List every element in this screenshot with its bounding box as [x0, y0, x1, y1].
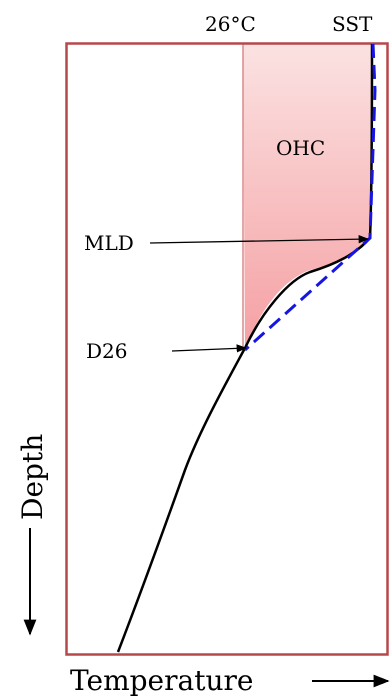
depth-axis-label: Depth: [16, 434, 49, 520]
label-mld: MLD: [84, 231, 134, 255]
label-sst: SST: [332, 12, 373, 36]
diagram-frame: [65, 42, 389, 656]
arrow-right-icon: [149, 235, 370, 244]
arrow-right-icon: [171, 344, 248, 353]
temperature-axis-label: Temperature: [70, 664, 253, 697]
label-26c: 26°C: [205, 12, 256, 36]
idealized-profile-dashed: [243, 43, 377, 352]
ohc-region: [243, 44, 372, 348]
label-d26: D26: [86, 339, 127, 363]
label-ohc: OHC: [276, 136, 325, 160]
